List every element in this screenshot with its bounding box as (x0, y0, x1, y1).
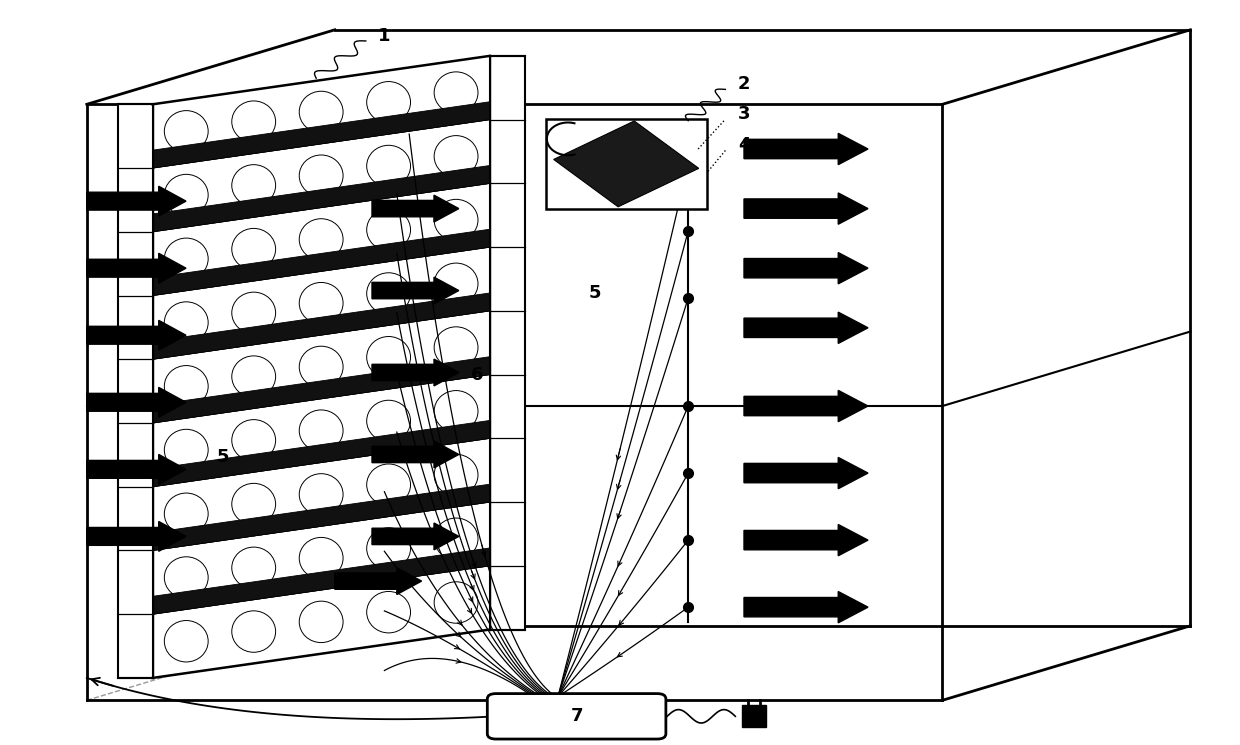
FancyArrow shape (87, 253, 186, 283)
FancyArrow shape (744, 193, 868, 224)
Bar (118, 104, 153, 678)
Text: 2: 2 (738, 75, 750, 93)
Text: 5: 5 (217, 448, 229, 466)
FancyArrow shape (335, 568, 422, 595)
FancyArrow shape (87, 387, 186, 417)
FancyArrow shape (744, 312, 868, 343)
Bar (742, 705, 766, 727)
Polygon shape (153, 357, 490, 423)
Polygon shape (153, 293, 490, 359)
Polygon shape (153, 484, 490, 551)
FancyBboxPatch shape (487, 694, 666, 739)
Text: 5: 5 (589, 284, 601, 302)
FancyArrow shape (87, 320, 186, 350)
FancyArrow shape (87, 186, 186, 216)
FancyArrow shape (372, 359, 459, 386)
Bar (546, 119, 707, 209)
FancyArrow shape (87, 454, 186, 484)
FancyArrow shape (744, 133, 868, 165)
FancyArrow shape (372, 277, 459, 304)
Polygon shape (153, 438, 490, 551)
Polygon shape (153, 247, 490, 359)
Polygon shape (153, 548, 490, 614)
Polygon shape (153, 102, 490, 168)
Polygon shape (153, 565, 490, 678)
Polygon shape (153, 311, 490, 423)
FancyArrow shape (744, 253, 868, 284)
FancyArrow shape (87, 522, 186, 551)
FancyArrow shape (744, 524, 868, 556)
Polygon shape (153, 229, 490, 296)
Polygon shape (153, 183, 490, 296)
FancyArrow shape (744, 592, 868, 623)
Text: 7: 7 (570, 707, 583, 726)
Polygon shape (153, 56, 490, 168)
Polygon shape (153, 165, 490, 232)
Bar (490, 56, 525, 630)
Text: 3: 3 (738, 105, 750, 123)
FancyArrow shape (372, 523, 459, 550)
Text: 6: 6 (471, 366, 484, 384)
FancyArrow shape (372, 195, 459, 222)
Polygon shape (553, 121, 699, 207)
FancyArrow shape (744, 390, 868, 422)
Text: 1: 1 (378, 27, 391, 45)
Polygon shape (153, 375, 490, 486)
FancyArrow shape (372, 441, 459, 468)
FancyArrow shape (744, 457, 868, 489)
Polygon shape (153, 420, 490, 486)
Polygon shape (153, 502, 490, 614)
Text: 4: 4 (738, 136, 750, 154)
Polygon shape (153, 120, 490, 232)
